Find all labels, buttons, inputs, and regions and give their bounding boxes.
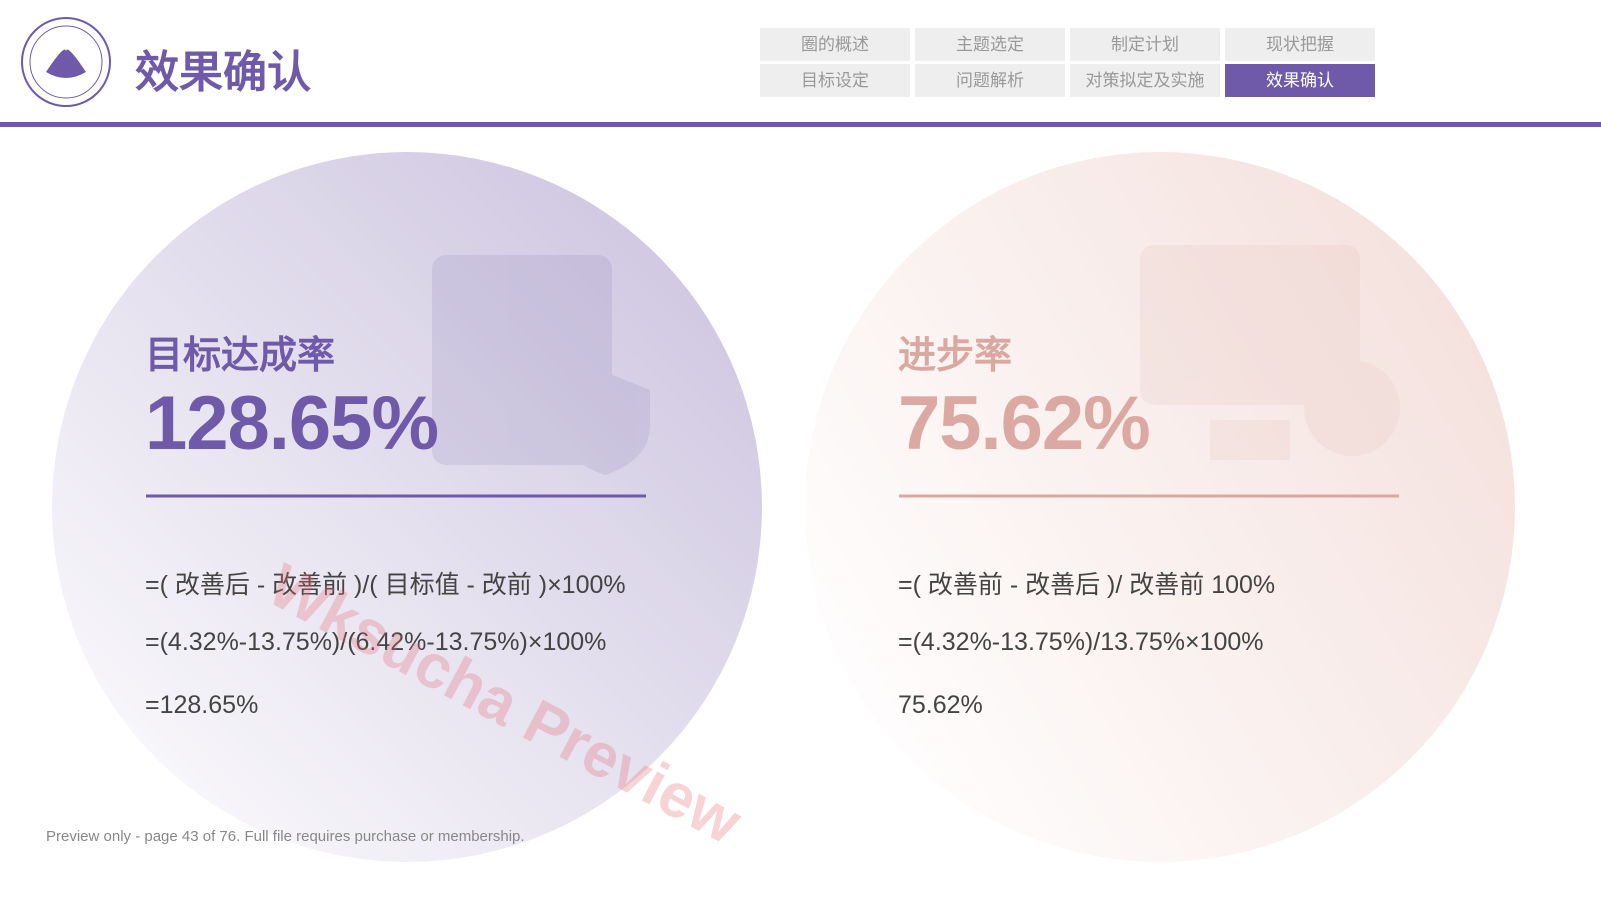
- formula-line: =( 改善后 - 改善前 )/( 目标值 - 改前 )×100%: [145, 571, 626, 599]
- logo: [21, 17, 111, 107]
- nav-tab[interactable]: 效果确认: [1225, 64, 1375, 97]
- formula-line: =(4.32%-13.75%)/13.75%×100%: [898, 628, 1264, 656]
- card-label: 目标达成率: [145, 335, 336, 377]
- formula-line: =(4.32%-13.75%)/(6.42%-13.75%)×100%: [145, 628, 607, 656]
- formula-line: 75.62%: [898, 691, 983, 719]
- logo-mark: [46, 49, 86, 78]
- nav-tab[interactable]: 圈的概述: [760, 28, 910, 61]
- monitor-icon: [1140, 245, 1400, 460]
- header-rule: [0, 122, 1601, 127]
- page-title: 效果确认: [135, 48, 311, 97]
- nav-tab[interactable]: 制定计划: [1070, 28, 1220, 61]
- card-circle: [805, 152, 1515, 862]
- card-circle: [52, 152, 762, 862]
- footer-note: Preview only - page 43 of 76. Full file …: [46, 828, 525, 845]
- card-label: 进步率: [898, 335, 1013, 377]
- formula-line: =128.65%: [145, 691, 259, 719]
- logo-ring: [29, 25, 103, 99]
- nav-tab[interactable]: 目标设定: [760, 64, 910, 97]
- nav-tab[interactable]: 主题选定: [915, 28, 1065, 61]
- card-value: 75.62%: [898, 381, 1151, 466]
- clipboard-icon: [432, 255, 650, 475]
- nav-tab[interactable]: 现状把握: [1225, 28, 1375, 61]
- card-value: 128.65%: [145, 381, 439, 466]
- formula-line: =( 改善前 - 改善后 )/ 改善前 100%: [898, 571, 1276, 599]
- nav-tab[interactable]: 问题解析: [915, 64, 1065, 97]
- nav-tab[interactable]: 对策拟定及实施: [1070, 64, 1220, 97]
